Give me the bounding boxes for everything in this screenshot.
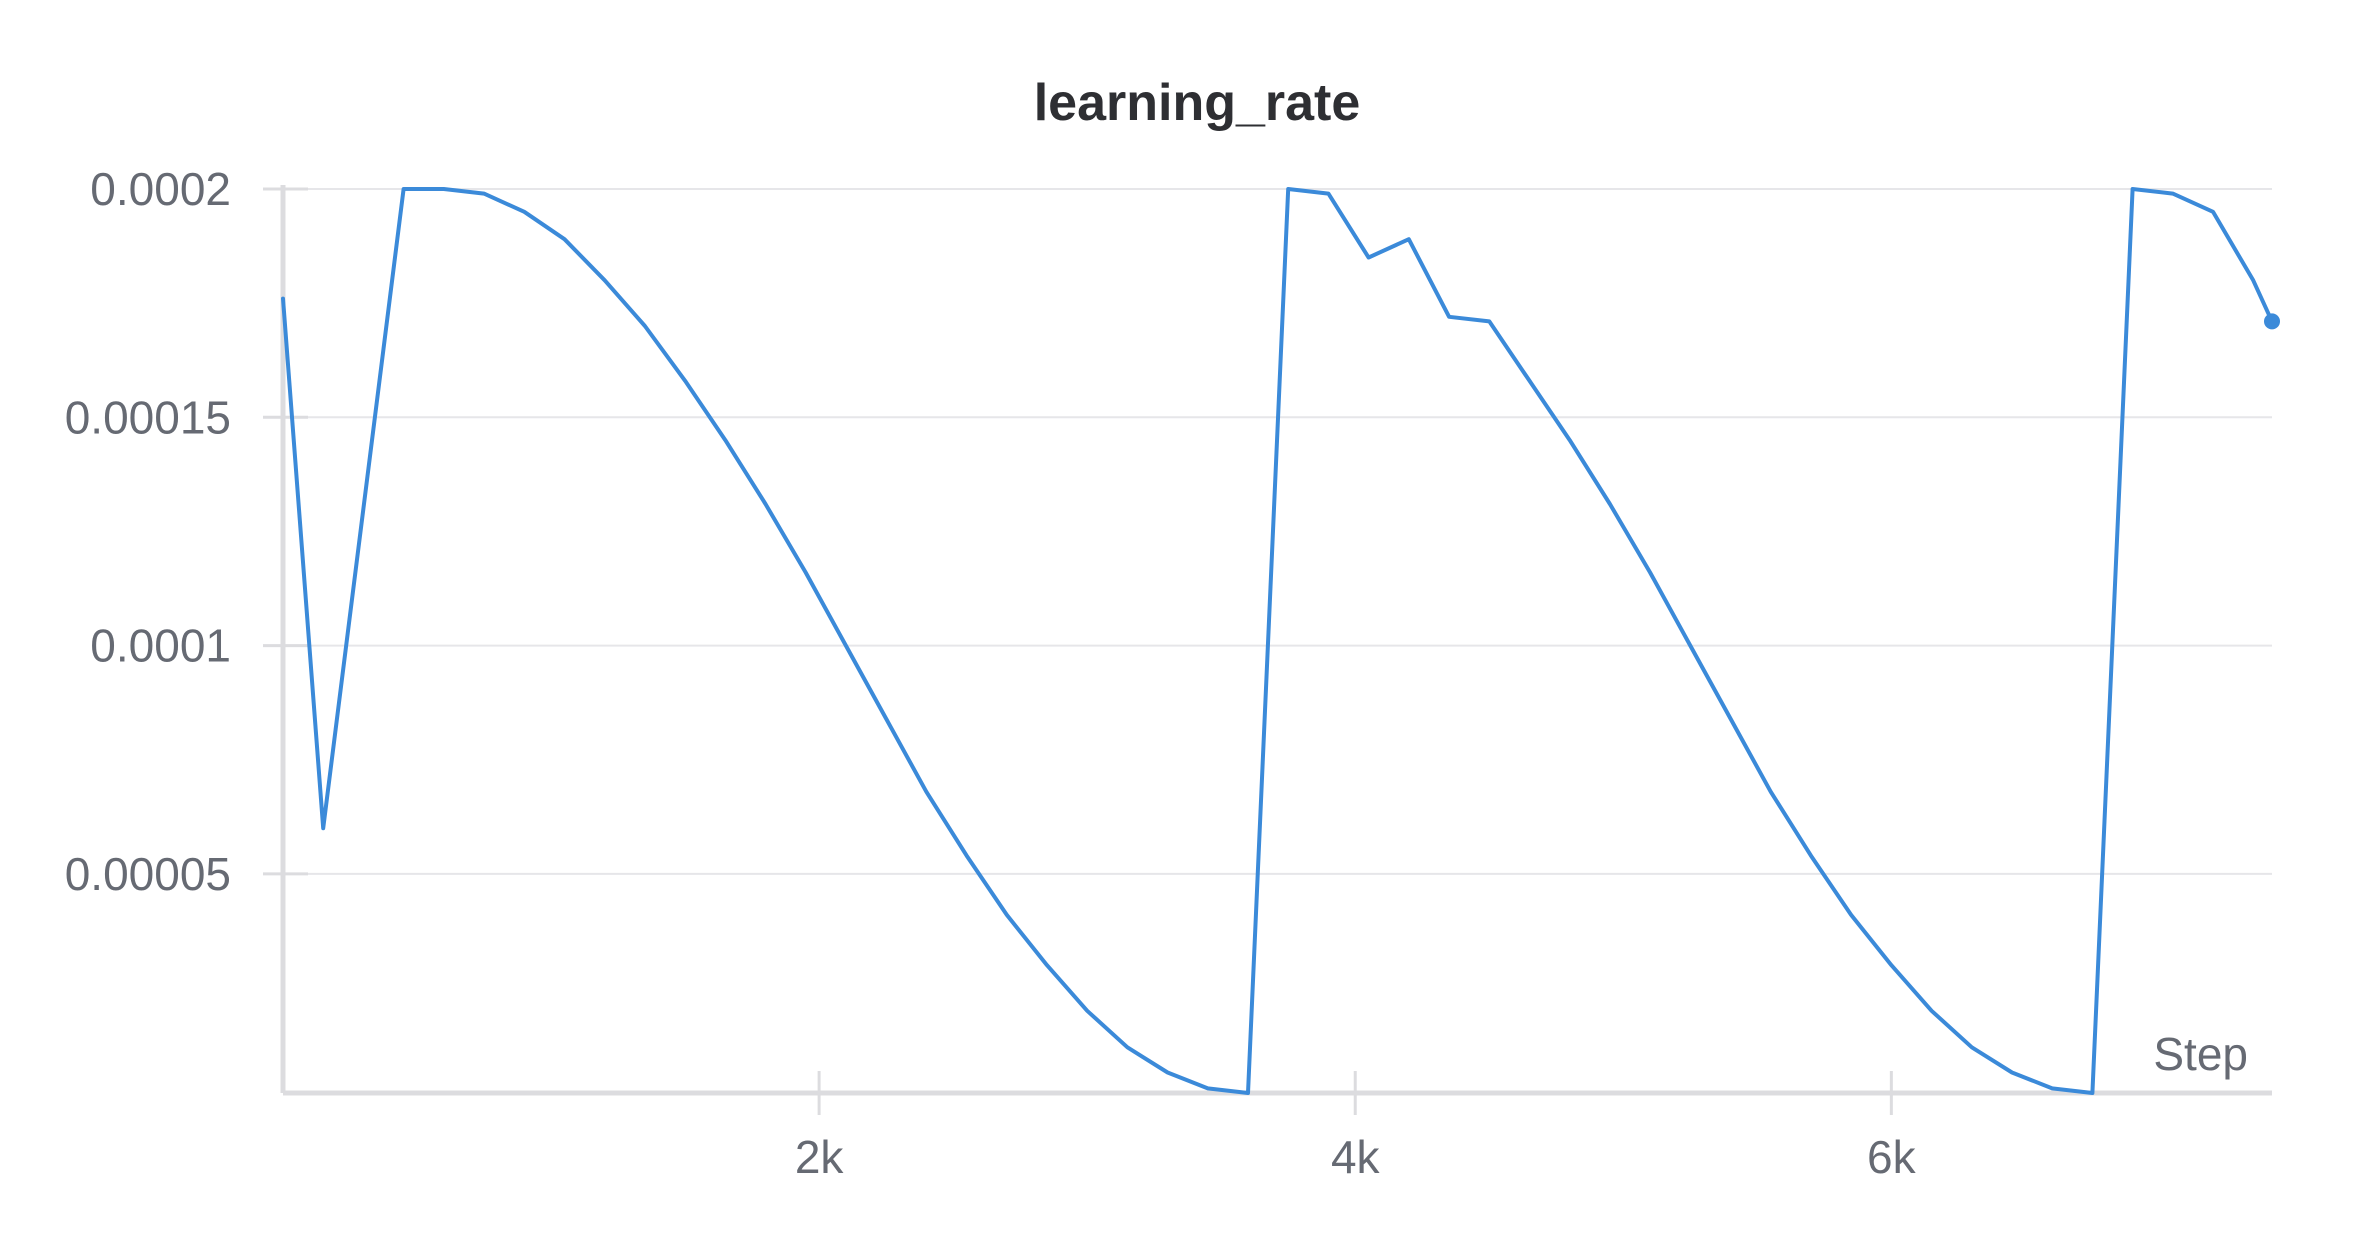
- x-tick-label: 6k: [1867, 1131, 1917, 1183]
- chart-title: learning_rate: [1034, 74, 1361, 132]
- x-axis-label: Step: [2153, 1028, 2248, 1080]
- y-axis-ticks: 0.00005 0.0001 0.00015 0.0002: [65, 163, 308, 900]
- series-layer: [281, 187, 2280, 1095]
- series-line: [281, 187, 2274, 1095]
- y-tick-label: 0.00005: [65, 848, 231, 900]
- x-tick-label: 2k: [795, 1131, 845, 1183]
- y-tick-label: 0.0002: [90, 163, 231, 215]
- axes: [280, 185, 2272, 1096]
- y-tick-label: 0.0001: [90, 620, 231, 672]
- grid-lines: [283, 188, 2272, 875]
- y-tick-label: 0.00015: [65, 391, 231, 443]
- x-axis-ticks: 2k 4k 6k: [795, 1071, 1917, 1183]
- x-tick-label: 4k: [1331, 1131, 1381, 1183]
- series-end-point: [2264, 313, 2280, 330]
